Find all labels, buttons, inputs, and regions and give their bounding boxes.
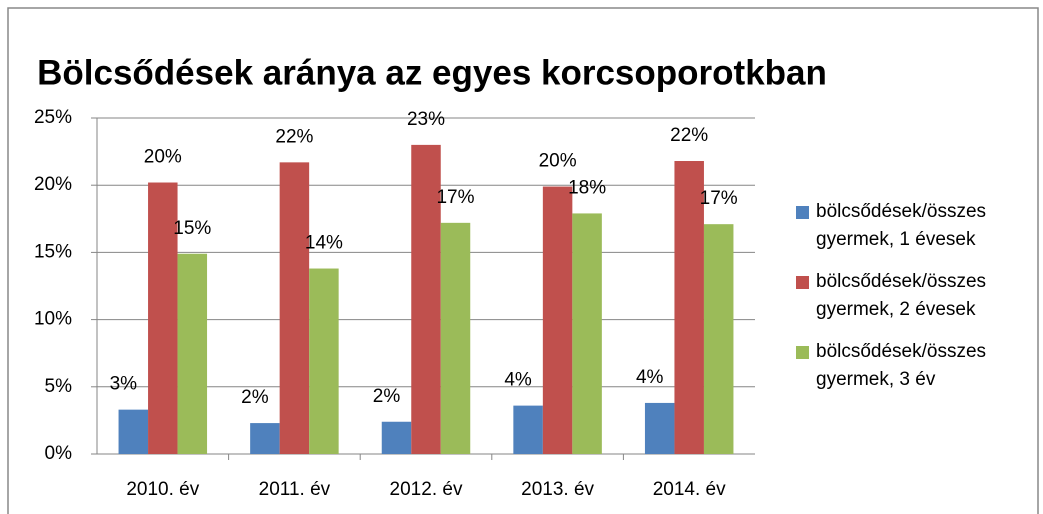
- data-label: 3%: [110, 374, 138, 395]
- bar: [440, 222, 471, 454]
- data-label: 22%: [670, 125, 708, 146]
- bar: [250, 423, 280, 454]
- data-label: 23%: [407, 109, 445, 130]
- chart-title: Bölcsődések aránya az egyes korcsoporotk…: [37, 53, 827, 92]
- x-tick-label: 2010. év: [126, 479, 199, 500]
- bar: [542, 186, 573, 454]
- bar: [703, 224, 734, 454]
- data-label: 18%: [568, 177, 606, 198]
- y-tick-label: 25%: [34, 107, 72, 128]
- bar: [572, 213, 602, 454]
- bar: [279, 162, 310, 455]
- legend-swatch: [796, 346, 809, 359]
- legend-swatch: [796, 206, 809, 219]
- bar: [644, 402, 675, 454]
- bar: [381, 421, 412, 454]
- bar: [513, 405, 543, 454]
- data-label: 4%: [636, 367, 664, 388]
- y-tick-label: 10%: [34, 309, 72, 330]
- chart-border: [7, 7, 1039, 514]
- legend-swatch: [796, 276, 809, 289]
- legend-label: bölcsődések/összes gyermek, 2 évesek: [816, 271, 987, 320]
- y-tick-label: 15%: [34, 241, 72, 262]
- data-label: 20%: [144, 147, 182, 168]
- x-tick-label: 2013. év: [521, 479, 594, 500]
- data-label: 15%: [173, 218, 211, 239]
- data-label: 4%: [504, 370, 532, 391]
- x-tick-label: 2014. év: [653, 479, 726, 500]
- bar: [674, 161, 704, 454]
- legend-label: bölcsődések/összes gyermek, 1 évesek: [816, 201, 987, 250]
- y-tick-label: 20%: [34, 174, 72, 195]
- data-label: 14%: [305, 233, 343, 254]
- bar: [118, 409, 149, 454]
- bar: [309, 268, 339, 454]
- x-tick-label: 2011. év: [259, 479, 331, 500]
- data-label: 20%: [539, 151, 577, 172]
- bar: [411, 144, 441, 454]
- bar: [177, 253, 208, 454]
- data-label: 2%: [241, 387, 269, 408]
- data-label: 2%: [373, 386, 401, 407]
- y-tick-label: 5%: [45, 376, 73, 397]
- data-label: 22%: [275, 126, 313, 147]
- bar: [148, 182, 178, 454]
- data-label: 17%: [436, 187, 474, 208]
- x-tick-label: 2012. év: [390, 479, 463, 500]
- legend-label: bölcsődések/összes gyermek, 3 év: [816, 341, 987, 390]
- y-tick-label: 0%: [45, 443, 73, 464]
- data-label: 17%: [700, 188, 738, 209]
